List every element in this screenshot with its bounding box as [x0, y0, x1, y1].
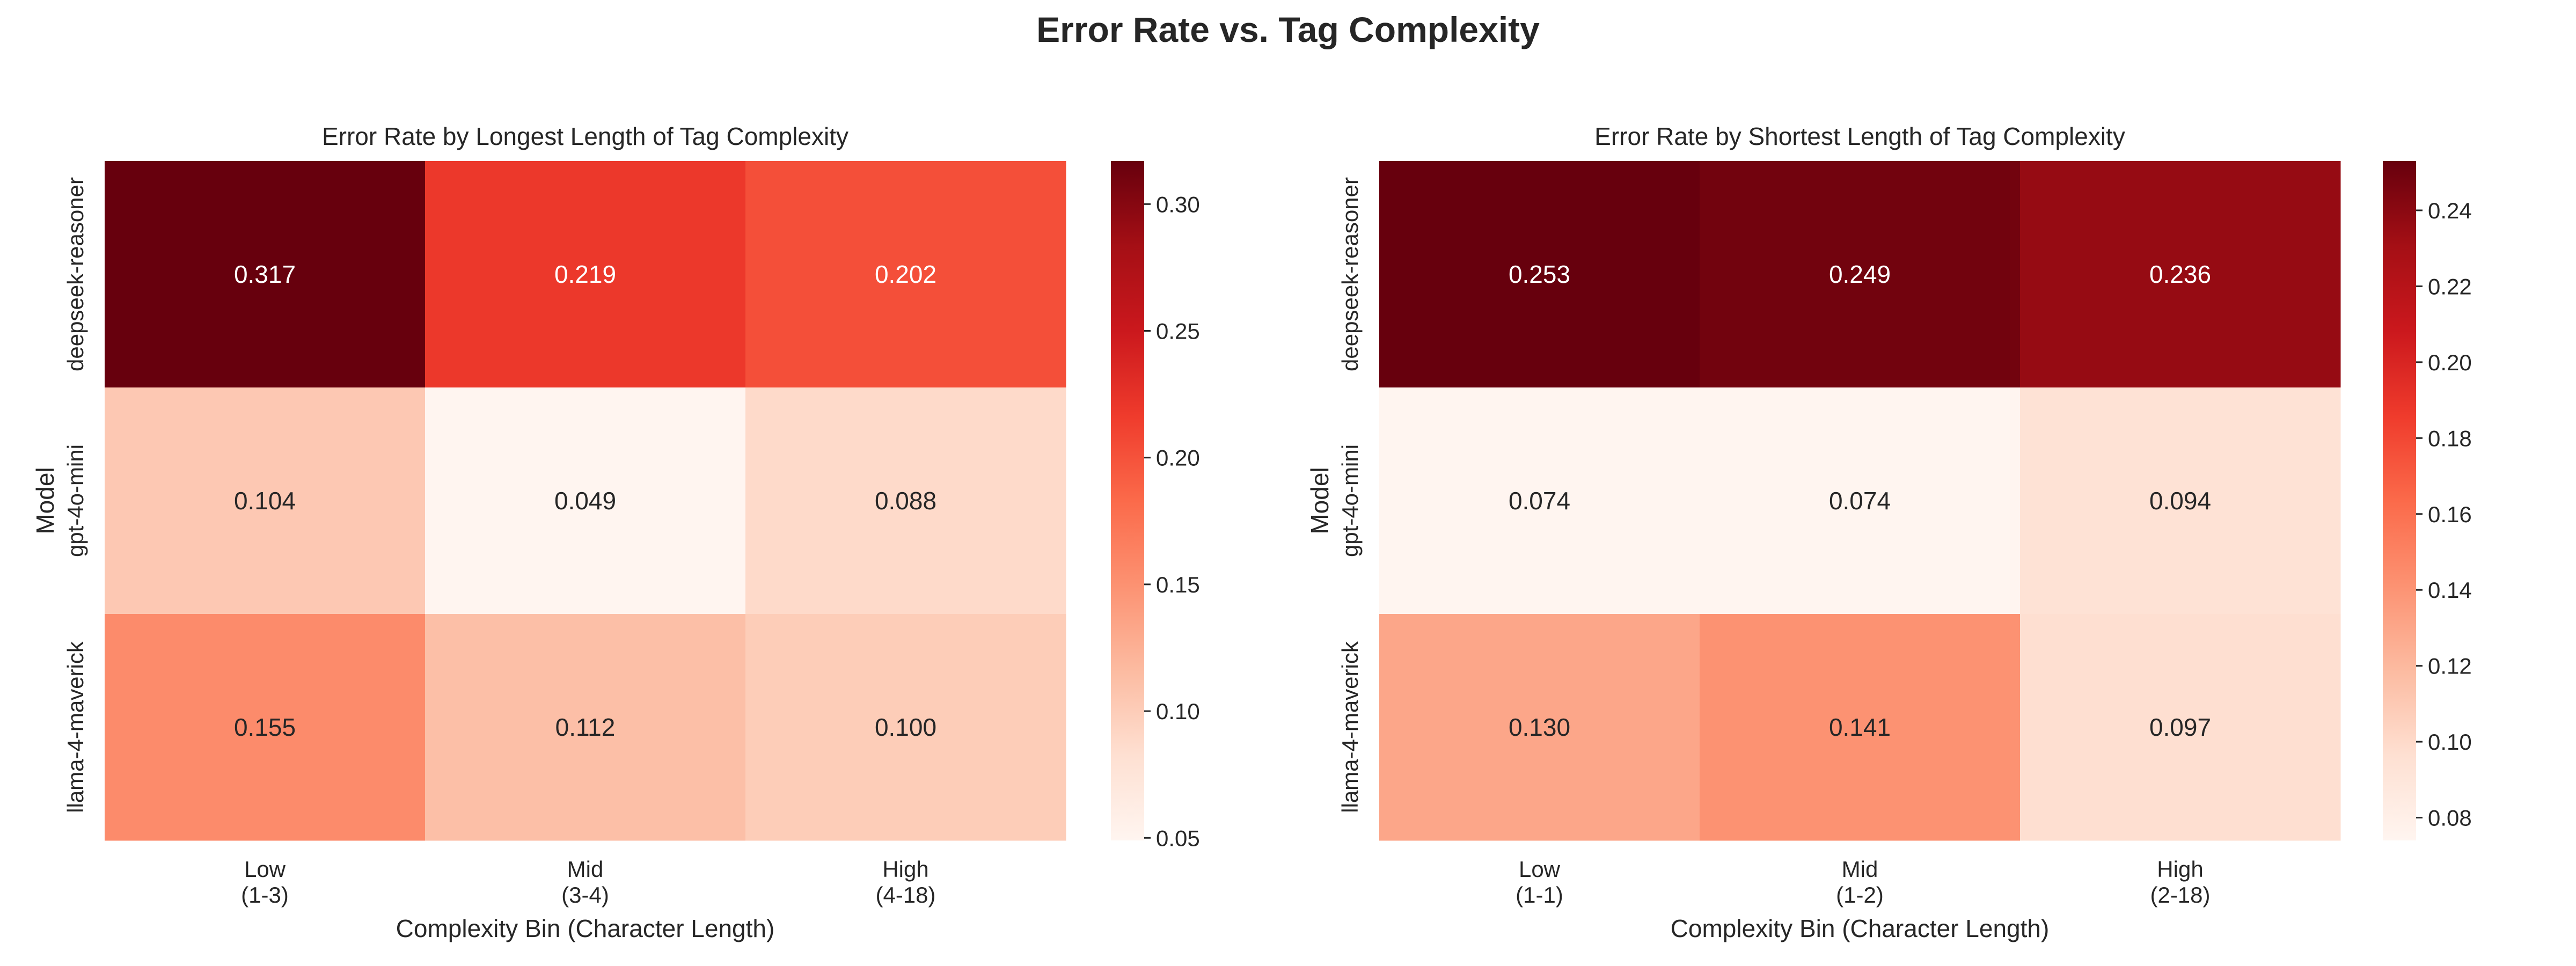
figure-title: Error Rate vs. Tag Complexity — [1036, 10, 1540, 49]
colorbar-tick-label: 0.12 — [2428, 654, 2472, 679]
y-tick-label: deepseek-reasoner — [1337, 177, 1363, 371]
y-tick-label: deepseek-reasoner — [63, 177, 88, 371]
heatmap-cell — [1700, 161, 2021, 388]
colorbar-tick-label: 0.20 — [2428, 350, 2472, 375]
x-tick-label: Low — [1519, 857, 1561, 882]
colorbar-tick-label: 0.14 — [2428, 577, 2472, 603]
y-tick-label: llama-4-maverick — [1337, 641, 1363, 813]
heatmap-cell — [1700, 387, 2021, 614]
cell-value-label: 0.130 — [1509, 713, 1570, 741]
cell-value-label: 0.100 — [875, 713, 936, 741]
x-axis-label: Complexity Bin (Character Length) — [396, 914, 775, 942]
heatmap-cell — [425, 161, 746, 388]
heatmap-cell — [425, 387, 746, 614]
x-tick-label: (2-18) — [2150, 882, 2210, 908]
heatmap-cell — [105, 614, 426, 841]
heatmap-cell — [1379, 387, 1700, 614]
heatmap-cell — [745, 614, 1066, 841]
cell-value-label: 0.141 — [1829, 713, 1891, 741]
cell-value-label: 0.112 — [555, 713, 616, 741]
heatmap-cell — [105, 161, 426, 388]
cell-value-label: 0.317 — [234, 260, 296, 288]
cell-value-label: 0.253 — [1509, 260, 1570, 288]
colorbar-tick-label: 0.15 — [1156, 572, 1200, 597]
panel-title: Error Rate by Longest Length of Tag Comp… — [322, 122, 848, 150]
colorbar-tick-label: 0.24 — [2428, 198, 2472, 223]
heatmap-cell — [745, 161, 1066, 388]
colorbar-tick-label: 0.10 — [2428, 729, 2472, 755]
x-tick-label: Low — [244, 857, 286, 882]
heatmap-cell — [1379, 161, 1700, 388]
cell-value-label: 0.104 — [234, 487, 296, 515]
y-axis-label: Model — [31, 467, 59, 534]
cell-value-label: 0.097 — [2149, 713, 2211, 741]
heatmap-cell — [105, 387, 426, 614]
x-tick-label: Mid — [567, 857, 604, 882]
y-tick-label: llama-4-maverick — [63, 641, 88, 813]
colorbar-tick-label: 0.08 — [2428, 806, 2472, 831]
heatmap-cell — [2020, 614, 2341, 841]
cell-value-label: 0.202 — [875, 260, 936, 288]
colorbar-tick-label: 0.16 — [2428, 502, 2472, 527]
cell-value-label: 0.074 — [1829, 487, 1891, 515]
colorbar — [2383, 161, 2416, 840]
y-tick-label: gpt-4o-mini — [1337, 444, 1363, 557]
cell-value-label: 0.249 — [1829, 260, 1891, 288]
colorbar-tick-label: 0.10 — [1156, 699, 1200, 724]
heatmap-panel-2: Error Rate by Shortest Length of Tag Com… — [1306, 122, 2472, 942]
x-tick-label: High — [882, 857, 928, 882]
x-tick-label: (1-3) — [241, 882, 289, 908]
colorbar-tick-label: 0.22 — [2428, 274, 2472, 299]
colorbar-tick-label: 0.20 — [1156, 445, 1200, 471]
heatmap-cell — [2020, 161, 2341, 388]
colorbar-tick-label: 0.18 — [2428, 426, 2472, 451]
heatmap-cell — [1379, 614, 1700, 841]
x-tick-label: (3-4) — [561, 882, 609, 908]
colorbar-tick-label: 0.25 — [1156, 319, 1200, 344]
heatmap-cell — [425, 614, 746, 841]
colorbar — [1111, 161, 1144, 840]
heatmap-cell — [1700, 614, 2021, 841]
heatmap-cell — [745, 387, 1066, 614]
colorbar-tick-label: 0.05 — [1156, 825, 1200, 851]
x-tick-label: (1-1) — [1516, 882, 1563, 908]
x-tick-label: (1-2) — [1836, 882, 1884, 908]
cell-value-label: 0.236 — [2149, 260, 2211, 288]
x-tick-label: High — [2157, 857, 2203, 882]
y-tick-label: gpt-4o-mini — [63, 444, 88, 557]
x-tick-label: Mid — [1842, 857, 1878, 882]
x-tick-label: (4-18) — [875, 882, 935, 908]
cell-value-label: 0.219 — [554, 260, 616, 288]
x-axis-label: Complexity Bin (Character Length) — [1671, 914, 2050, 942]
colorbar-tick-label: 0.30 — [1156, 192, 1200, 217]
cell-value-label: 0.094 — [2149, 487, 2211, 515]
panel-title: Error Rate by Shortest Length of Tag Com… — [1594, 122, 2125, 150]
cell-value-label: 0.074 — [1509, 487, 1570, 515]
heatmap-panel-1: Error Rate by Longest Length of Tag Comp… — [31, 122, 1200, 942]
heatmap-cell — [2020, 387, 2341, 614]
cell-value-label: 0.049 — [554, 487, 616, 515]
cell-value-label: 0.155 — [234, 713, 296, 741]
cell-value-label: 0.088 — [875, 487, 936, 515]
y-axis-label: Model — [1306, 467, 1334, 534]
